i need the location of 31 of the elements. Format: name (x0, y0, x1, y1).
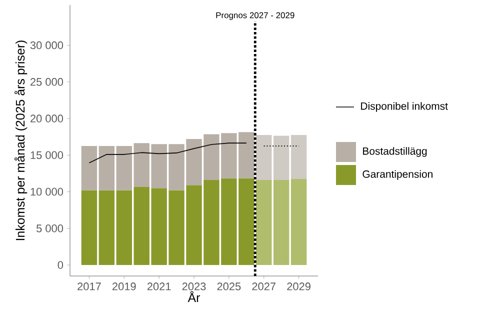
legend-label: Garantipension (362, 170, 432, 180)
x-tick-label: 2017 (78, 282, 101, 290)
bar (290, 135, 307, 179)
bar (273, 180, 290, 266)
x-tick-label: 2021 (147, 282, 171, 290)
y-tick-label: 0 (58, 261, 64, 269)
x-tick-label: 2027 (252, 282, 276, 290)
line-series (88, 142, 247, 164)
bar (256, 135, 272, 180)
y-tick-label: 15 000 (30, 151, 64, 160)
x-tick-label: 2029 (287, 282, 310, 290)
bar (81, 190, 98, 266)
x-tick-label: 2025 (217, 282, 241, 290)
legend-label: Bostadstillägg (363, 147, 427, 157)
y-tick-label: 25 000 (30, 78, 64, 86)
y-axis-title: Inkomst per månad (2025 års priser) (14, 40, 28, 240)
bar (81, 146, 98, 190)
legend-label: Disponibel inkomst (361, 102, 448, 112)
ref-line-label: Prognos 2027 - 2029 (216, 12, 294, 20)
bar (290, 178, 307, 266)
y-tick-label: 20 000 (30, 114, 64, 122)
bar (256, 180, 272, 266)
y-tick-label: 10 000 (30, 188, 64, 196)
bar (98, 146, 115, 190)
bar (273, 136, 290, 180)
x-tick-label: 2023 (182, 282, 206, 290)
y-tick-label: 30 000 (30, 41, 64, 50)
bar (98, 190, 115, 266)
y-tick-label: 5 000 (36, 224, 64, 232)
x-tick-label: 2019 (112, 282, 136, 290)
x-axis-title: År (188, 291, 200, 302)
